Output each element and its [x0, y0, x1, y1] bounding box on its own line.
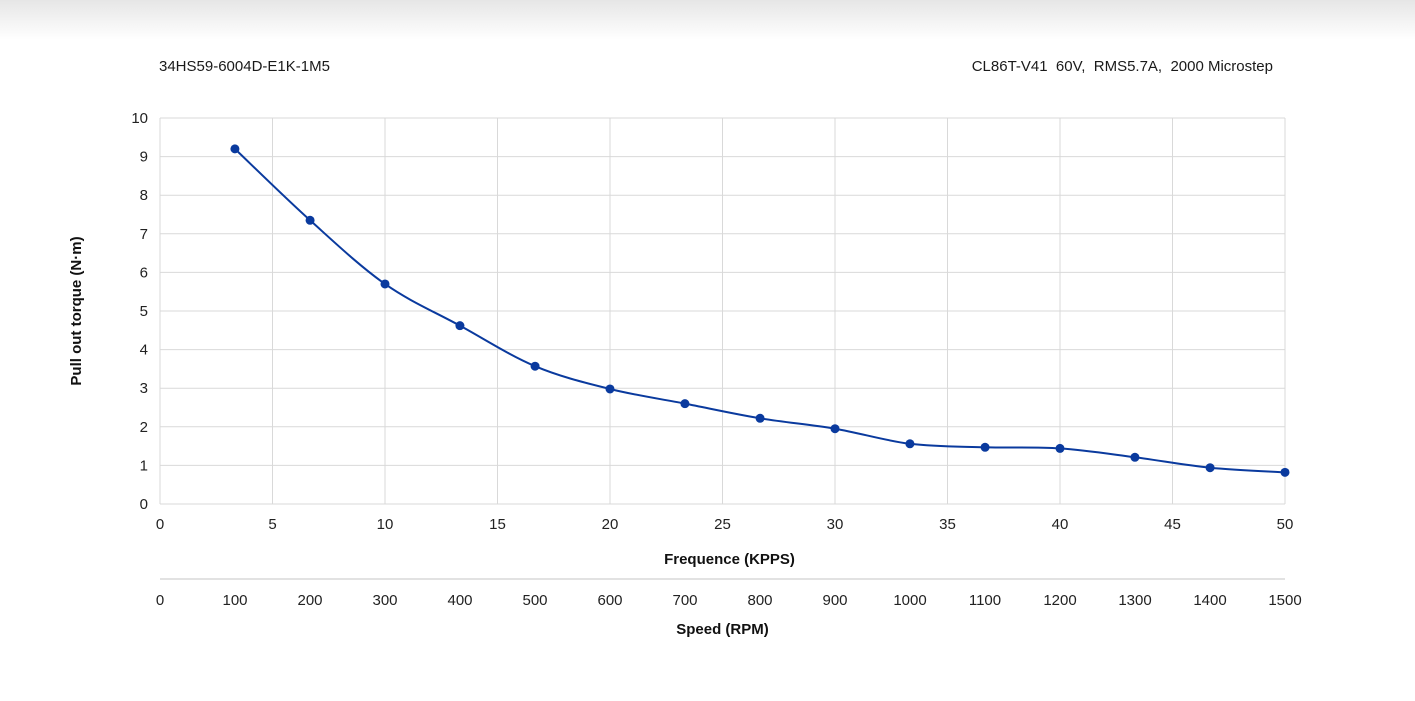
x2-tick-label: 100: [222, 592, 247, 609]
series-group: [230, 144, 1290, 477]
y-tick-label: 3: [140, 380, 148, 397]
data-point: [230, 144, 240, 154]
data-point: [1130, 452, 1140, 462]
x2-tick-label: 1300: [1118, 592, 1151, 609]
chart-header-right: CL86T-V41 60V, RMS5.7A, 2000 Microstep: [971, 58, 1273, 75]
y-tick-label: 7: [140, 226, 148, 243]
x-tick-label: 30: [827, 516, 844, 533]
x2-tick-label: 900: [822, 592, 847, 609]
data-point: [305, 215, 315, 225]
chart-grid: [159, 117, 1286, 505]
x-tick-label: 10: [377, 516, 394, 533]
y-tick-label: 2: [140, 419, 148, 436]
data-point: [905, 439, 915, 449]
y-tick-label: 0: [140, 496, 148, 513]
data-point: [755, 413, 765, 423]
chart-header-left: 34HS59-6004D-E1K-1M5: [159, 58, 330, 75]
series-line: [234, 148, 1286, 474]
x2-tick-label: 800: [747, 592, 772, 609]
y-axis-title: Pull out torque (N·m): [68, 236, 85, 385]
x-tick-label: 0: [156, 516, 164, 533]
x-tick-label: 20: [602, 516, 619, 533]
secondary-x-axis-title: Speed (RPM): [676, 621, 769, 638]
x-axis-title: Frequence (KPPS): [664, 551, 795, 568]
x2-tick-label: 300: [372, 592, 397, 609]
x2-tick-label: 700: [672, 592, 697, 609]
y-tick-label: 6: [140, 264, 148, 281]
x-tick-label: 15: [489, 516, 506, 533]
x-tick-label: 50: [1277, 516, 1294, 533]
x2-tick-label: 1400: [1193, 592, 1226, 609]
data-point: [1055, 443, 1065, 453]
x2-tick-label: 200: [297, 592, 322, 609]
x-tick-label: 45: [1164, 516, 1181, 533]
x2-tick-label: 1500: [1268, 592, 1301, 609]
x-tick-label: 40: [1052, 516, 1069, 533]
x-tick-label: 5: [268, 516, 276, 533]
x2-tick-label: 0: [156, 592, 164, 609]
data-point: [1280, 467, 1290, 477]
data-point: [380, 279, 390, 289]
y-tick-label: 1: [140, 457, 148, 474]
y-tick-label: 10: [131, 110, 148, 127]
data-point: [680, 399, 690, 409]
secondary-x-axis-ticks: 0 100 200 300 400 500 600 700 800 900 1000 1100 1200…: [156, 592, 1302, 609]
data-point: [605, 384, 615, 394]
x2-tick-label: 1100: [969, 592, 1001, 609]
x2-tick-label: 500: [522, 592, 547, 609]
x2-tick-label: 600: [597, 592, 622, 609]
y-tick-label: 9: [140, 149, 148, 166]
data-point: [830, 424, 840, 434]
x-tick-label: 35: [939, 516, 956, 533]
data-point: [455, 321, 465, 331]
y-tick-label: 4: [140, 342, 148, 359]
y-tick-label: 5: [140, 303, 148, 320]
data-point: [980, 442, 990, 452]
x2-tick-label: 400: [447, 592, 472, 609]
x-tick-label: 25: [714, 516, 731, 533]
x2-tick-label: 1000: [893, 592, 926, 609]
y-tick-label: 8: [140, 187, 148, 204]
y-axis-ticks: 0 1 2 3 4 5 6 7 8 9 10: [131, 110, 148, 513]
x2-tick-label: 1200: [1043, 592, 1076, 609]
data-point: [1205, 463, 1215, 473]
x-axis-ticks: 0 5 10 15 20 25 30 35 40 45 50: [156, 516, 1294, 533]
data-point: [530, 361, 540, 371]
